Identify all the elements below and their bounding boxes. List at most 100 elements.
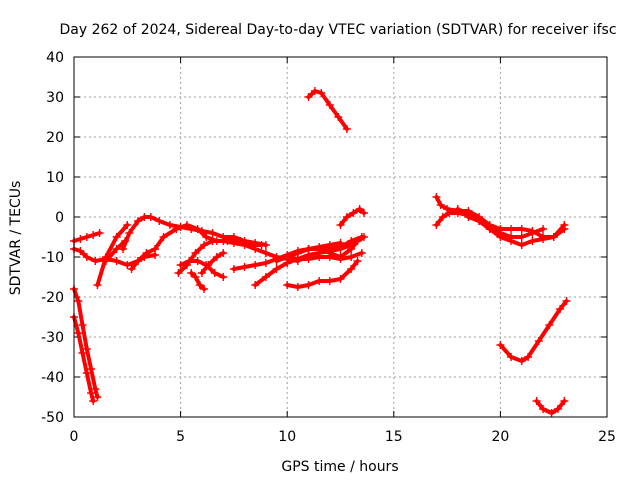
x-tick-label: 25 xyxy=(598,429,616,445)
series-arc-12 xyxy=(197,249,228,277)
data-point xyxy=(293,255,302,263)
data-point xyxy=(82,369,91,377)
data-point xyxy=(532,397,541,405)
data-point xyxy=(304,93,313,101)
data-point xyxy=(251,261,260,269)
data-point xyxy=(185,257,194,265)
series-arc-19 xyxy=(304,87,351,133)
x-tick-label: 20 xyxy=(491,429,509,445)
data-point xyxy=(208,237,217,245)
data-point xyxy=(347,265,356,273)
data-point xyxy=(272,257,281,265)
y-tick-label: -40 xyxy=(41,370,64,386)
data-point xyxy=(528,229,537,237)
data-point xyxy=(507,237,516,245)
data-point xyxy=(146,213,155,221)
data-point xyxy=(507,225,516,233)
data-point xyxy=(87,389,96,397)
data-point xyxy=(172,225,181,233)
data-point xyxy=(195,281,204,289)
data-point xyxy=(545,321,554,329)
data-point xyxy=(347,253,356,261)
series-arc-04 xyxy=(70,313,98,405)
y-tick-label: 30 xyxy=(46,90,64,106)
data-point xyxy=(432,221,441,229)
data-point xyxy=(347,245,356,253)
data-point xyxy=(219,249,228,257)
data-point xyxy=(272,265,281,273)
data-point xyxy=(315,277,324,285)
data-point xyxy=(547,409,556,417)
series-arc-20 xyxy=(336,205,368,229)
data-point xyxy=(155,217,164,225)
data-point xyxy=(91,257,100,265)
data-point xyxy=(357,249,366,257)
data-point xyxy=(517,357,526,365)
data-point xyxy=(133,217,142,225)
data-point xyxy=(74,329,83,337)
data-point xyxy=(204,261,213,269)
data-point xyxy=(517,225,526,233)
data-point xyxy=(151,245,160,253)
series-arc-18 xyxy=(283,249,366,263)
x-tick-label: 0 xyxy=(70,429,79,445)
series-line xyxy=(306,89,349,131)
data-point xyxy=(261,249,270,257)
data-point xyxy=(202,233,211,241)
grid-lines xyxy=(74,57,607,417)
data-point xyxy=(219,237,228,245)
series-line xyxy=(189,271,207,291)
data-point xyxy=(432,193,441,201)
x-tick-label: 15 xyxy=(385,429,403,445)
data-point xyxy=(464,213,473,221)
data-point xyxy=(191,249,200,257)
data-point xyxy=(127,265,136,273)
data-point xyxy=(445,209,454,217)
data-point xyxy=(556,305,565,313)
y-tick-label: 20 xyxy=(46,130,64,146)
data-point xyxy=(101,257,110,265)
data-point xyxy=(336,255,345,263)
data-point xyxy=(524,353,533,361)
data-point xyxy=(78,349,87,357)
data-point xyxy=(475,217,484,225)
data-point xyxy=(210,269,219,277)
data-point xyxy=(123,261,132,269)
series-arc-24 xyxy=(496,297,571,365)
data-point xyxy=(517,241,526,249)
data-point xyxy=(182,221,191,229)
data-point xyxy=(325,101,334,109)
data-point xyxy=(283,253,292,261)
data-point xyxy=(193,225,202,233)
data-point xyxy=(553,405,562,413)
x-tick-label: 10 xyxy=(278,429,296,445)
data-point xyxy=(95,229,104,237)
x-tick-label: 5 xyxy=(176,429,185,445)
data-point xyxy=(87,365,96,373)
data-point xyxy=(89,397,98,405)
y-tick-label: 40 xyxy=(46,50,64,66)
data-point xyxy=(310,87,319,95)
data-point xyxy=(257,241,266,249)
data-point xyxy=(76,235,85,243)
data-point xyxy=(496,233,505,241)
series-arc-08 xyxy=(127,221,266,273)
data-point xyxy=(93,281,102,289)
data-point xyxy=(562,297,571,305)
data-point xyxy=(534,337,543,345)
data-point xyxy=(251,281,260,289)
chart-title: Day 262 of 2024, Sidereal Day-to-day VTE… xyxy=(59,22,616,38)
data-point xyxy=(304,281,313,289)
data-point xyxy=(112,257,121,265)
data-point xyxy=(159,233,168,241)
data-point xyxy=(342,213,351,221)
data-point xyxy=(91,385,100,393)
data-point xyxy=(517,233,526,241)
data-point xyxy=(325,277,334,285)
data-point xyxy=(283,281,292,289)
data-point xyxy=(261,259,270,267)
series-arc-16 xyxy=(283,257,362,291)
data-point xyxy=(219,273,228,281)
data-point xyxy=(240,241,249,249)
